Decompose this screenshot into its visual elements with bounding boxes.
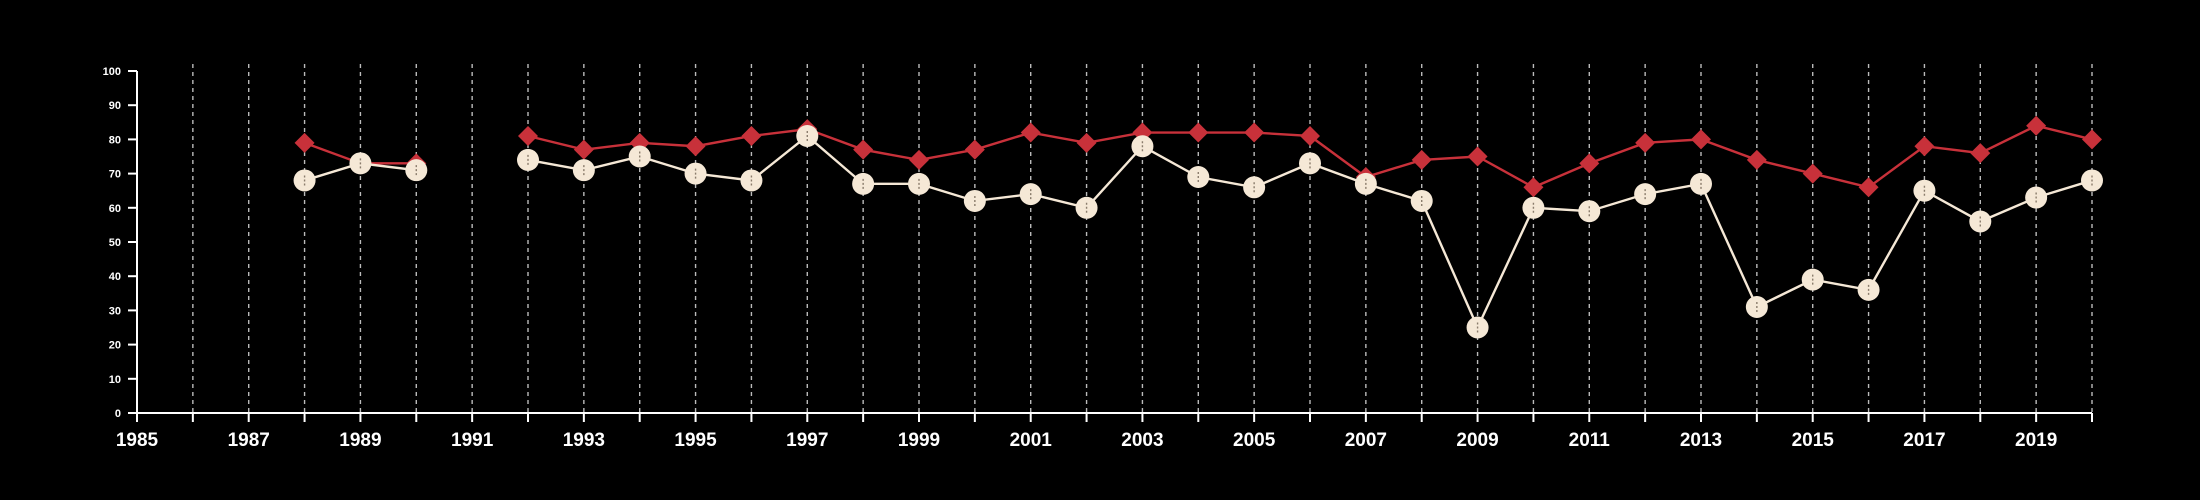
- series-1-point: [1244, 122, 1265, 143]
- y-tick-label: 70: [109, 169, 121, 181]
- x-tick-label: 1999: [898, 430, 940, 451]
- series-1-point: [2026, 115, 2047, 136]
- series-1-point: [1691, 129, 1711, 150]
- y-tick-label: 60: [109, 203, 121, 215]
- x-tick-label: 1991: [451, 430, 494, 451]
- y-tick-label: 80: [109, 134, 121, 146]
- x-tick-label: 2019: [2015, 430, 2057, 451]
- axes: 0 10 20 30 40 50 60 70 80 90 100 1985 1987 1989 1991 19…: [103, 66, 2093, 451]
- y-tick-label: 50: [109, 237, 121, 249]
- series-1-point: [1523, 177, 1544, 198]
- series-1-point: [964, 139, 985, 160]
- series-1-point: [1858, 177, 1879, 198]
- x-tick-label: 1985: [116, 430, 159, 451]
- series-1-point: [1970, 143, 1991, 164]
- x-tick-label: 2011: [1569, 430, 1611, 451]
- x-tick-label: 1993: [563, 430, 605, 451]
- grid-lines: [192, 64, 2093, 413]
- x-tick-label: 2013: [1680, 430, 1722, 451]
- series-1-point: [853, 139, 874, 160]
- y-tick-label: 0: [115, 408, 121, 420]
- x-tick-label: 2015: [1792, 430, 1835, 451]
- series-1-point: [1635, 132, 1656, 153]
- x-tick-label: 2005: [1233, 430, 1276, 451]
- series-1-point: [294, 132, 315, 153]
- series-1-point: [1802, 163, 1823, 184]
- series-1-point: [1300, 125, 1320, 146]
- series-1-point: [1076, 132, 1097, 153]
- x-tick-label: 1989: [339, 430, 381, 451]
- y-tick-label: 100: [103, 66, 121, 78]
- series-markers: [293, 115, 2103, 339]
- series-1-point: [1188, 122, 1209, 143]
- y-tick-label: 20: [109, 340, 121, 352]
- x-tick-label: 2003: [1121, 430, 1163, 451]
- y-tick-label: 40: [109, 271, 121, 283]
- x-tick-label: 2009: [1456, 430, 1498, 451]
- series-1-point: [909, 149, 929, 170]
- series-1-point: [1020, 122, 1041, 143]
- series-1-point: [1746, 149, 1767, 170]
- x-tick-label: 2007: [1345, 430, 1387, 451]
- series-1-point: [518, 125, 538, 146]
- x-tick-label: 1997: [786, 430, 828, 451]
- x-tick-label: 2001: [1010, 430, 1053, 451]
- y-tick-label: 30: [109, 305, 121, 317]
- series-1-point: [1579, 153, 1600, 174]
- series-1-point: [1467, 146, 1488, 167]
- series-1-point: [685, 136, 706, 157]
- series-1-point: [1914, 136, 1935, 157]
- series-1-point: [1411, 149, 1432, 170]
- series-1-point: [2082, 129, 2102, 150]
- y-tick-label: 90: [109, 100, 121, 112]
- x-tick-label: 1995: [674, 430, 717, 451]
- x-tick-label: 1987: [228, 430, 270, 451]
- y-tick-label: 10: [109, 374, 121, 386]
- series-1-point: [573, 139, 594, 160]
- x-tick-label: 2017: [1903, 430, 1945, 451]
- series-1-point: [741, 125, 762, 146]
